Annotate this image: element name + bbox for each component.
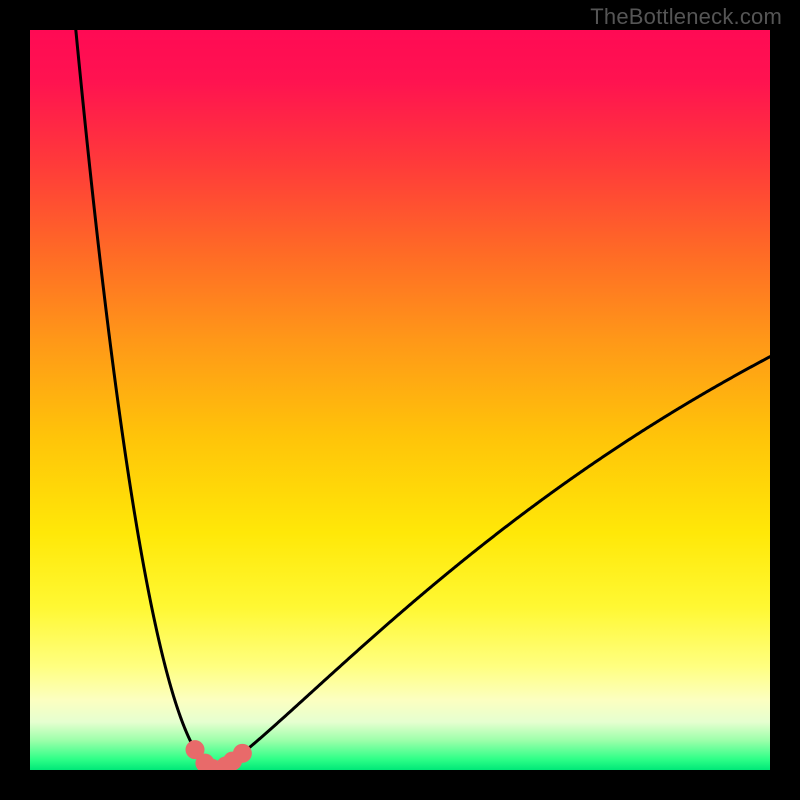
marker-dot bbox=[186, 740, 205, 759]
gradient-background bbox=[30, 30, 770, 770]
marker-dot bbox=[233, 744, 252, 763]
chart-svg bbox=[30, 30, 770, 770]
watermark-label: TheBottleneck.com bbox=[590, 4, 782, 30]
bottleneck-chart bbox=[30, 30, 770, 770]
